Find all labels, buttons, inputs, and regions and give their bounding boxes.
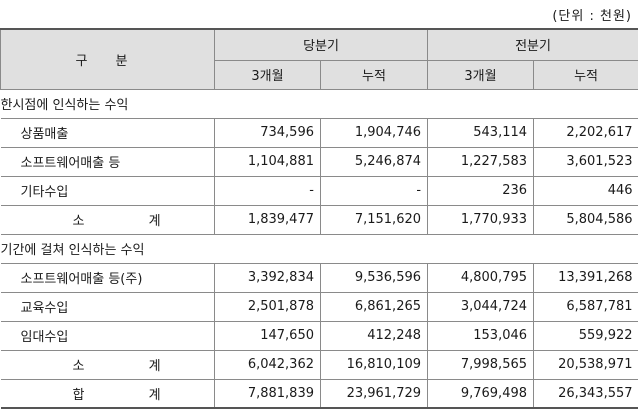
cell: 6,042,362 — [214, 350, 321, 380]
table-row: 소프트웨어매출 등(주) 3,392,834 9,536,596 4,800,7… — [0, 263, 638, 293]
subtotal-label: 소 계 — [0, 350, 215, 380]
cell: 7,881,839 — [214, 379, 321, 409]
cell: 5,804,586 — [533, 205, 638, 235]
header-gubun: 구 분 — [0, 28, 215, 90]
cell: 147,650 — [214, 321, 321, 351]
cell: 16,810,109 — [319, 350, 428, 380]
cell: 7,998,565 — [427, 350, 534, 380]
cell: 734,596 — [214, 118, 321, 148]
cell: 9,536,596 — [319, 263, 428, 293]
cell: 23,961,729 — [319, 379, 428, 409]
section-title: 한시점에 인식하는 수익 — [0, 89, 638, 119]
row-label: 소프트웨어매출 등(주) — [0, 263, 215, 293]
cell: 1,904,746 — [319, 118, 428, 148]
cell: 13,391,268 — [533, 263, 638, 293]
cell: 3,601,523 — [533, 147, 638, 177]
cell: 26,343,557 — [533, 379, 638, 409]
cell: 1,770,933 — [427, 205, 534, 235]
revenue-table: 구 분 당분기 전분기 3개월 누적 3개월 누적 한시점에 인식하는 수익 상… — [0, 28, 638, 409]
cell: 543,114 — [427, 118, 534, 148]
cell: 3,044,724 — [427, 292, 534, 322]
cell: 6,587,781 — [533, 292, 638, 322]
cell: 412,248 — [319, 321, 428, 351]
subtotal-row: 소 계 6,042,362 16,810,109 7,998,565 20,53… — [0, 350, 638, 380]
header-prior-3m: 3개월 — [427, 59, 535, 90]
cell: - — [214, 176, 321, 206]
cell: 1,104,881 — [214, 147, 321, 177]
subtotal-row: 소 계 1,839,477 7,151,620 1,770,933 5,804,… — [0, 205, 638, 235]
cell: 9,769,498 — [427, 379, 534, 409]
table-row: 교육수입 2,501,878 6,861,265 3,044,724 6,587… — [0, 292, 638, 322]
cell: 153,046 — [427, 321, 534, 351]
header-prior-quarter: 전분기 — [427, 28, 638, 61]
table-row: 임대수입 147,650 412,248 153,046 559,922 — [0, 321, 638, 351]
cell: 1,839,477 — [214, 205, 321, 235]
cell: 236 — [427, 176, 534, 206]
table-row: 상품매출 734,596 1,904,746 543,114 2,202,617 — [0, 118, 638, 148]
cell: 2,202,617 — [533, 118, 638, 148]
cell: 446 — [533, 176, 638, 206]
table-row: 소프트웨어매출 등 1,104,881 5,246,874 1,227,583 … — [0, 147, 638, 177]
total-row: 합 계 7,881,839 23,961,729 9,769,498 26,34… — [0, 379, 638, 409]
cell: 5,246,874 — [319, 147, 428, 177]
cell: 6,861,265 — [319, 292, 428, 322]
subtotal-label: 소 계 — [0, 205, 215, 235]
table-row: 기타수입 - - 236 446 — [0, 176, 638, 206]
cell: 20,538,971 — [533, 350, 638, 380]
cell: 2,501,878 — [214, 292, 321, 322]
unit-note: (단위 : 천원) — [552, 9, 632, 24]
cell: - — [319, 176, 428, 206]
cell: 3,392,834 — [214, 263, 321, 293]
header-current-quarter: 당분기 — [213, 28, 429, 61]
cell: 4,800,795 — [427, 263, 534, 293]
cell: 7,151,620 — [319, 205, 428, 235]
cell: 1,227,583 — [427, 147, 534, 177]
row-label: 소프트웨어매출 등 — [0, 147, 215, 177]
row-label: 교육수입 — [0, 292, 215, 322]
header-current-3m: 3개월 — [214, 59, 321, 90]
row-label: 임대수입 — [0, 321, 215, 351]
row-label: 기타수입 — [0, 176, 215, 206]
row-label: 상품매출 — [0, 118, 215, 148]
cell: 559,922 — [533, 321, 638, 351]
header-current-cum: 누적 — [319, 59, 429, 90]
section-title: 기간에 걸쳐 인식하는 수익 — [0, 234, 638, 264]
total-label: 합 계 — [0, 379, 215, 409]
header-prior-cum: 누적 — [533, 59, 638, 90]
